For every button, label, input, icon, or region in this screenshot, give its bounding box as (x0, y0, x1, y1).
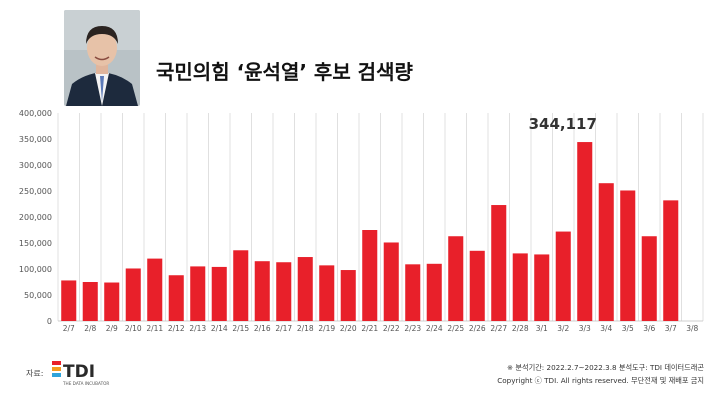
source-label: 자료: (26, 369, 44, 378)
x-tick-label: 2/15 (232, 324, 249, 332)
peak-value-label: 344,117 (529, 115, 597, 133)
bar (61, 280, 77, 321)
bar (469, 250, 485, 321)
bar (405, 264, 421, 321)
x-tick-label: 3/3 (579, 324, 591, 332)
x-tick-label: 2/26 (469, 324, 486, 332)
bar (190, 266, 206, 321)
chart-gridlines (57, 113, 704, 321)
x-tick-label: 2/12 (168, 324, 185, 332)
bar (620, 190, 636, 321)
x-tick-label: 2/13 (189, 324, 206, 332)
bar (362, 230, 378, 321)
bar (512, 253, 528, 321)
x-tick-label: 3/4 (600, 324, 612, 332)
x-tick-label: 3/7 (665, 324, 677, 332)
logo-subtext: THE DATA INCUBATOR (62, 381, 109, 386)
bar (383, 242, 399, 321)
x-tick-label: 2/17 (275, 324, 292, 332)
bar (340, 270, 356, 321)
x-tick-label: 2/9 (106, 324, 118, 332)
x-tick-label: 2/14 (211, 324, 228, 332)
y-tick-label: 300,000 (19, 161, 52, 170)
bar-chart: 0 50,000 100,000 150,000 200,000 250,000 300,0… (19, 109, 704, 332)
x-tick-label: 3/6 (643, 324, 655, 332)
page-title: 국민의힘 ‘윤석열’ 후보 검색량 (156, 60, 413, 84)
x-tick-label: 2/10 (125, 324, 142, 332)
bar (319, 265, 335, 321)
footer: ※ 분석기간: 2022.2.7~2022.3.8 분석도구: TDI 데이터드… (497, 361, 704, 387)
chart-bars (61, 142, 679, 321)
tdi-logo: TDI THE DATA INCUBATOR (52, 358, 124, 388)
y-tick-label: 400,000 (19, 109, 52, 118)
x-tick-label: 3/8 (686, 324, 698, 332)
bar (82, 282, 98, 321)
bar (104, 282, 120, 321)
y-tick-label: 200,000 (19, 213, 52, 222)
bar (555, 231, 571, 321)
chart-axes: 0 50,000 100,000 150,000 200,000 250,000 300,0… (19, 109, 703, 332)
x-tick-label: 2/21 (361, 324, 378, 332)
logo-text: TDI (63, 362, 95, 382)
bar (276, 262, 292, 321)
x-tick-label: 2/25 (447, 324, 464, 332)
x-tick-label: 2/8 (84, 324, 96, 332)
x-tick-label: 2/22 (383, 324, 400, 332)
x-tick-label: 2/23 (404, 324, 421, 332)
bar (125, 268, 141, 321)
footer-copyright: Copyright ⓒ TDI. All rights reserved. 무단… (497, 376, 704, 385)
chart-labels: 344,117 (529, 115, 597, 133)
y-tick-label: 150,000 (19, 239, 52, 248)
x-tick-label: 2/7 (63, 324, 75, 332)
bar (254, 261, 270, 321)
x-tick-label: 3/1 (536, 324, 548, 332)
bar (147, 258, 163, 321)
y-tick-label: 100,000 (19, 265, 52, 274)
bar (534, 254, 550, 321)
candidate-photo (64, 10, 140, 106)
y-tick-label: 250,000 (19, 187, 52, 196)
bar (491, 205, 507, 321)
bar (168, 275, 184, 321)
bar (426, 263, 442, 321)
x-tick-label: 2/18 (297, 324, 314, 332)
x-tick-label: 3/5 (622, 324, 634, 332)
y-tick-label: 0 (47, 317, 52, 326)
x-tick-label: 3/2 (557, 324, 569, 332)
bar (577, 142, 593, 321)
y-tick-label: 50,000 (24, 291, 52, 300)
x-tick-label: 2/24 (426, 324, 443, 332)
x-tick-label: 2/16 (254, 324, 271, 332)
bar (211, 266, 227, 321)
bar (641, 236, 657, 321)
x-tick-label: 2/19 (318, 324, 335, 332)
footer-analysis-info: ※ 분석기간: 2022.2.7~2022.3.8 분석도구: TDI 데이터드… (507, 363, 704, 372)
bar (663, 200, 679, 321)
bar (448, 236, 464, 321)
x-tick-label: 2/28 (512, 324, 529, 332)
x-tick-label: 2/27 (490, 324, 507, 332)
x-tick-label: 2/20 (340, 324, 357, 332)
x-tick-label: 2/11 (146, 324, 163, 332)
bar (233, 250, 249, 321)
bar (598, 183, 614, 321)
y-tick-label: 350,000 (19, 135, 52, 144)
bar (297, 257, 313, 321)
